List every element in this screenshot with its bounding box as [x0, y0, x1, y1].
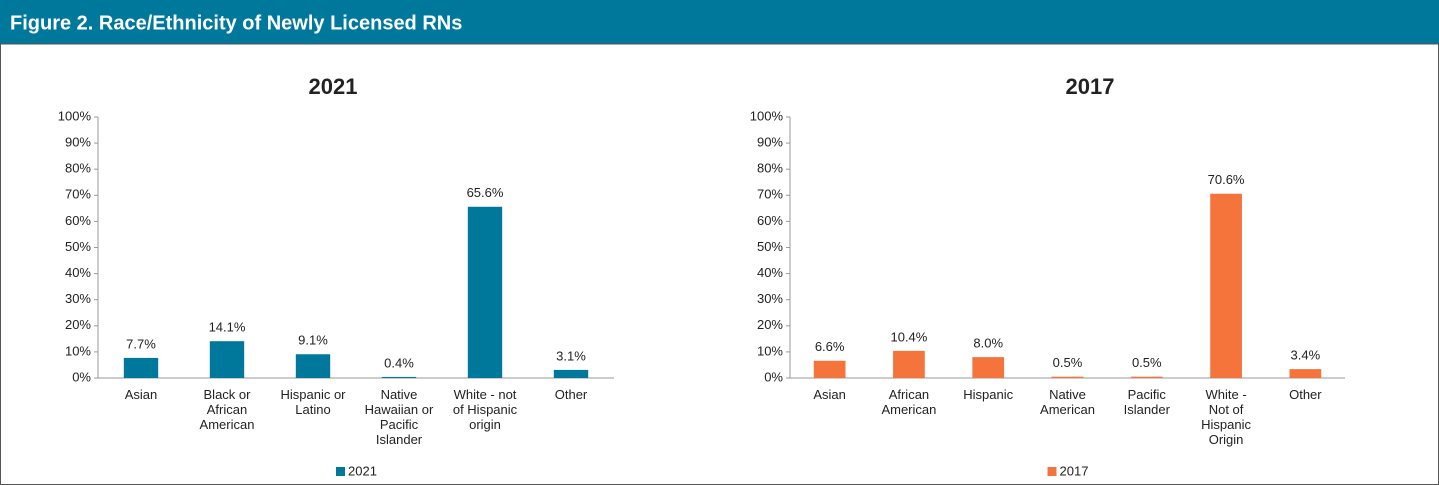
- y-tick-label: 100%: [58, 108, 92, 123]
- data-label: 10.4%: [890, 329, 927, 344]
- data-label: 6.6%: [815, 339, 845, 354]
- bar: [1289, 369, 1322, 378]
- x-tick-label: Other: [555, 387, 588, 402]
- y-tick-label: 0%: [764, 369, 783, 384]
- y-tick-label: 10%: [757, 343, 783, 358]
- y-tick-label: 60%: [65, 213, 91, 228]
- data-label: 65.6%: [467, 185, 504, 200]
- legend-swatch: [336, 467, 345, 476]
- x-tick-label: Hispanic or Latino: [280, 387, 346, 417]
- y-tick-label: 50%: [65, 239, 91, 254]
- y-tick-label: 90%: [757, 135, 783, 150]
- header-title: Figure 2. Race/Ethnicity of Newly Licens…: [10, 12, 462, 34]
- bar: [1051, 376, 1084, 378]
- x-tick-label: Pacific Islander: [1124, 387, 1171, 417]
- y-tick-label: 20%: [757, 317, 783, 332]
- chart-title: 2021: [309, 74, 358, 99]
- bar: [381, 376, 417, 378]
- y-tick-label: 70%: [65, 187, 91, 202]
- x-tick-label: Asian: [125, 387, 158, 402]
- x-tick-label: White - not of Hispanic origin: [453, 387, 518, 432]
- bar: [972, 357, 1005, 378]
- x-tick-label: White -Not of Hispanic Origin: [1201, 387, 1251, 447]
- bar: [553, 369, 589, 378]
- y-tick-label: 70%: [757, 187, 783, 202]
- bar: [209, 341, 245, 378]
- bar: [893, 350, 925, 378]
- bar: [813, 360, 846, 378]
- y-tick-label: 40%: [65, 265, 91, 280]
- x-tick-label: Native American: [1040, 387, 1095, 417]
- y-tick-label: 80%: [757, 161, 783, 176]
- data-label: 8.0%: [973, 336, 1003, 351]
- header-bar: [0, 0, 1439, 44]
- legend-label: 2021: [348, 463, 377, 478]
- y-tick-label: 50%: [757, 239, 783, 254]
- y-tick-label: 0%: [72, 369, 91, 384]
- bar: [123, 357, 159, 378]
- bar: [295, 354, 331, 378]
- legend-swatch: [1047, 467, 1057, 476]
- data-label: 0.5%: [1132, 355, 1162, 370]
- y-tick-label: 20%: [65, 317, 91, 332]
- x-tick-label: Native Hawaiian or Pacific Islander: [365, 387, 434, 447]
- data-label: 0.5%: [1053, 355, 1083, 370]
- y-tick-label: 30%: [757, 291, 783, 306]
- data-label: 3.4%: [1291, 348, 1321, 363]
- data-label: 0.4%: [384, 355, 414, 370]
- chart-title: 2017: [1066, 74, 1115, 99]
- legend-label: 2017: [1060, 463, 1089, 478]
- data-label: 9.1%: [298, 333, 328, 348]
- x-tick-label: Black or African American: [200, 387, 255, 432]
- y-tick-label: 40%: [757, 265, 783, 280]
- y-tick-label: 60%: [757, 213, 783, 228]
- x-tick-label: Asian: [813, 387, 846, 402]
- x-tick-label: Hispanic: [963, 387, 1013, 402]
- y-tick-label: 90%: [65, 135, 91, 150]
- y-tick-label: 10%: [65, 343, 91, 358]
- y-tick-label: 30%: [65, 291, 91, 306]
- data-label: 14.1%: [209, 320, 246, 335]
- x-tick-label: African American: [881, 387, 936, 417]
- data-label: 7.7%: [126, 336, 156, 351]
- data-label: 3.1%: [556, 348, 586, 363]
- x-tick-label: Other: [1289, 387, 1322, 402]
- bar: [467, 206, 503, 378]
- data-label: 70.6%: [1208, 172, 1245, 187]
- y-tick-label: 80%: [65, 161, 91, 176]
- bar: [1130, 376, 1163, 378]
- y-tick-label: 100%: [750, 108, 784, 123]
- bar: [1210, 193, 1242, 378]
